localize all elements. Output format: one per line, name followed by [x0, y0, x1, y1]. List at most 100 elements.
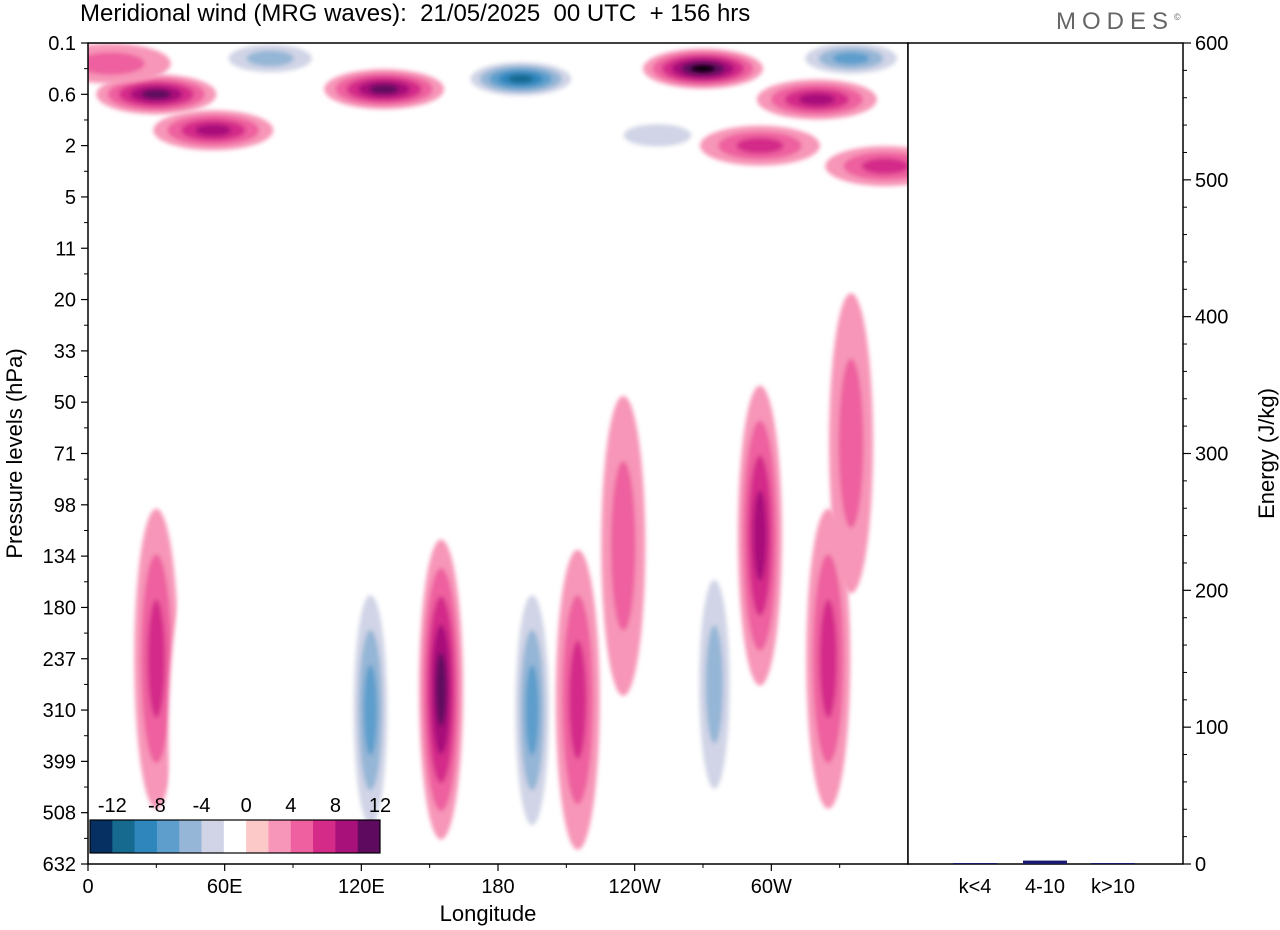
- y-tick-label: 0.1: [48, 33, 76, 55]
- colorbar-swatch: [357, 820, 381, 853]
- y-tick-label: 11: [55, 238, 76, 260]
- heatmap-field: [88, 43, 908, 864]
- colorbar-label: -12: [98, 795, 127, 817]
- wind-contour: [838, 358, 864, 529]
- wind-contour: [705, 625, 724, 744]
- wind-contour: [736, 137, 784, 154]
- wind-contour: [147, 599, 166, 718]
- wind-contour: [363, 664, 378, 756]
- colorbar-swatch: [313, 820, 336, 853]
- wind-contour: [369, 84, 399, 95]
- wind-contour: [508, 74, 534, 84]
- y-tick-label: 2: [65, 136, 76, 158]
- x-tick-label: 120E: [338, 876, 385, 898]
- wind-feature: [825, 146, 908, 187]
- wind-feature: [756, 79, 877, 120]
- y-tick-label: 399: [43, 751, 76, 773]
- wind-contour: [293, 395, 338, 696]
- wind-contour: [819, 599, 837, 718]
- colorbar-swatch: [223, 820, 247, 853]
- wind-contour: [610, 461, 636, 631]
- wind-feature: [829, 293, 874, 594]
- colorbar-swatch: [112, 820, 136, 853]
- wind-contour: [88, 52, 145, 75]
- brand-logo: MODES©: [1056, 8, 1181, 35]
- wind-feature: [210, 43, 331, 79]
- y-tick-label: 20: [54, 290, 76, 312]
- colorbar-label: 8: [330, 795, 341, 817]
- wind-contour: [168, 585, 213, 864]
- wind-feature: [806, 508, 851, 809]
- wind-feature: [601, 395, 646, 696]
- wind-contour: [435, 652, 447, 727]
- energy-category-label: k<4: [959, 876, 992, 898]
- energy-bar: [1091, 863, 1135, 864]
- wind-contour: [798, 93, 835, 106]
- energy-bar: [953, 863, 997, 864]
- energy-tick-label: 100: [1195, 717, 1228, 739]
- wind-feature: [460, 58, 581, 99]
- y-tick-label: 180: [43, 597, 76, 619]
- wind-feature: [643, 48, 763, 89]
- colorbar-swatch: [268, 820, 292, 853]
- wind-feature: [324, 69, 445, 110]
- energy-tick-label: 600: [1195, 33, 1228, 55]
- wind-feature: [96, 74, 217, 115]
- energy-bar-chart: 0 100 200 300 400 500 600 Energy (J/kg) k<4 4-10 k…: [907, 33, 1279, 898]
- energy-bar: [1023, 860, 1067, 864]
- energy-category-label: k>10: [1091, 876, 1135, 898]
- y-axis-label: Pressure levels (hPa): [2, 348, 27, 558]
- y-tick-label: 310: [43, 700, 76, 722]
- energy-tick-label: 200: [1195, 580, 1228, 602]
- colorbar-swatch: [134, 820, 158, 853]
- colorbar-label: 12: [369, 795, 391, 817]
- x-tick-label: 60E: [207, 876, 243, 898]
- wind-contour: [832, 52, 870, 65]
- y-tick-label: 134: [43, 546, 76, 568]
- chart-title: Meridional wind (MRG waves): 21/05/2025 …: [80, 0, 751, 27]
- colorbar: -12 -8 -4 0 4 8 12: [89, 795, 391, 854]
- energy-tick-label: 0: [1195, 854, 1206, 876]
- energy-axis-label: Energy (J/kg): [1254, 388, 1279, 519]
- wind-contour: [861, 158, 908, 175]
- axes: 0.1 0.6 2 5 11 20 33 50 71 98 134 180 237 310 399 508 63…: [2, 33, 909, 926]
- y-tick-label: 508: [43, 803, 76, 825]
- wind-contour: [753, 490, 767, 581]
- y-tick-label: 0.6: [48, 84, 76, 106]
- colorbar-swatch: [90, 820, 113, 853]
- wind-feature: [517, 151, 638, 192]
- wind-contour: [690, 64, 716, 73]
- y-tick-label: 71: [54, 444, 76, 466]
- wind-feature: [419, 539, 464, 840]
- colorbar-label: -8: [148, 795, 166, 817]
- energy-category-label: 4-10: [1025, 876, 1065, 898]
- y-tick-label: 33: [54, 341, 76, 363]
- wind-contour: [623, 124, 692, 147]
- energy-tick-label: 400: [1195, 307, 1228, 329]
- y-tick-label: 237: [43, 649, 76, 671]
- colorbar-swatch: [246, 820, 269, 853]
- wind-feature: [134, 508, 179, 809]
- wind-feature: [348, 560, 393, 861]
- wind-contour: [517, 151, 638, 192]
- wind-contour: [569, 640, 587, 759]
- wind-feature: [88, 43, 171, 84]
- colorbar-swatch: [201, 820, 225, 853]
- colorbar-swatch: [335, 820, 359, 853]
- colorbar-label: 0: [241, 795, 252, 817]
- wind-contour: [141, 89, 172, 100]
- energy-frame: [907, 42, 1184, 865]
- y-tick-label: 632: [43, 854, 76, 876]
- wind-feature: [415, 238, 536, 279]
- wind-feature: [293, 395, 338, 696]
- colorbar-label: 4: [285, 795, 296, 817]
- x-tick-label: 120W: [609, 876, 661, 898]
- y-tick-label: 98: [54, 495, 76, 517]
- colorbar-swatch: [290, 820, 314, 853]
- colorbar-swatch: [179, 820, 203, 853]
- y-tick-label: 50: [54, 392, 76, 414]
- wind-contour: [415, 238, 536, 279]
- colorbar-swatch: [156, 820, 180, 853]
- wind-feature: [597, 115, 718, 156]
